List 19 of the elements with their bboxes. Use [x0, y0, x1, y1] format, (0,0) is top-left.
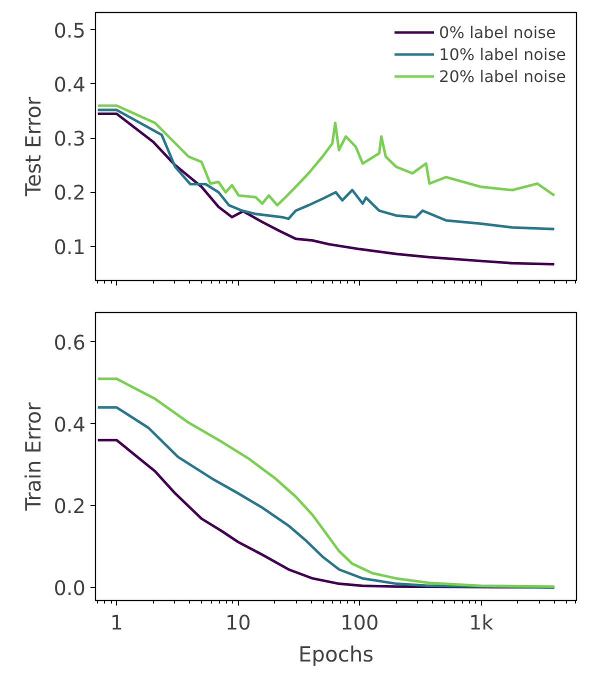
legend-label: 20% label noise	[439, 66, 566, 86]
y-tick-label: 0.0	[54, 576, 86, 600]
y-tick-label: 0.6	[54, 330, 86, 354]
y-tick-label: 0.1	[54, 234, 86, 259]
x-tick-label: 100	[340, 610, 379, 634]
legend-label: 10% label noise	[439, 44, 566, 64]
legend-label: 0% label noise	[439, 22, 556, 42]
y-tick-label: 0.3	[54, 126, 86, 151]
x-tick-label: 1	[110, 610, 123, 634]
y-tick-label: 0.5	[54, 18, 86, 42]
x-tick-label: 1k	[468, 610, 494, 634]
y-axis-title: Test Error	[22, 96, 46, 198]
x-tick-label: 10	[225, 610, 251, 634]
x-axis-title: Epochs	[298, 642, 374, 666]
y-tick-label: 0.2	[54, 494, 86, 518]
y-tick-label: 0.2	[54, 180, 86, 205]
y-tick-label: 0.4	[54, 72, 86, 96]
y-axis-title: Train Error	[22, 402, 46, 512]
y-tick-label: 0.4	[54, 412, 86, 436]
